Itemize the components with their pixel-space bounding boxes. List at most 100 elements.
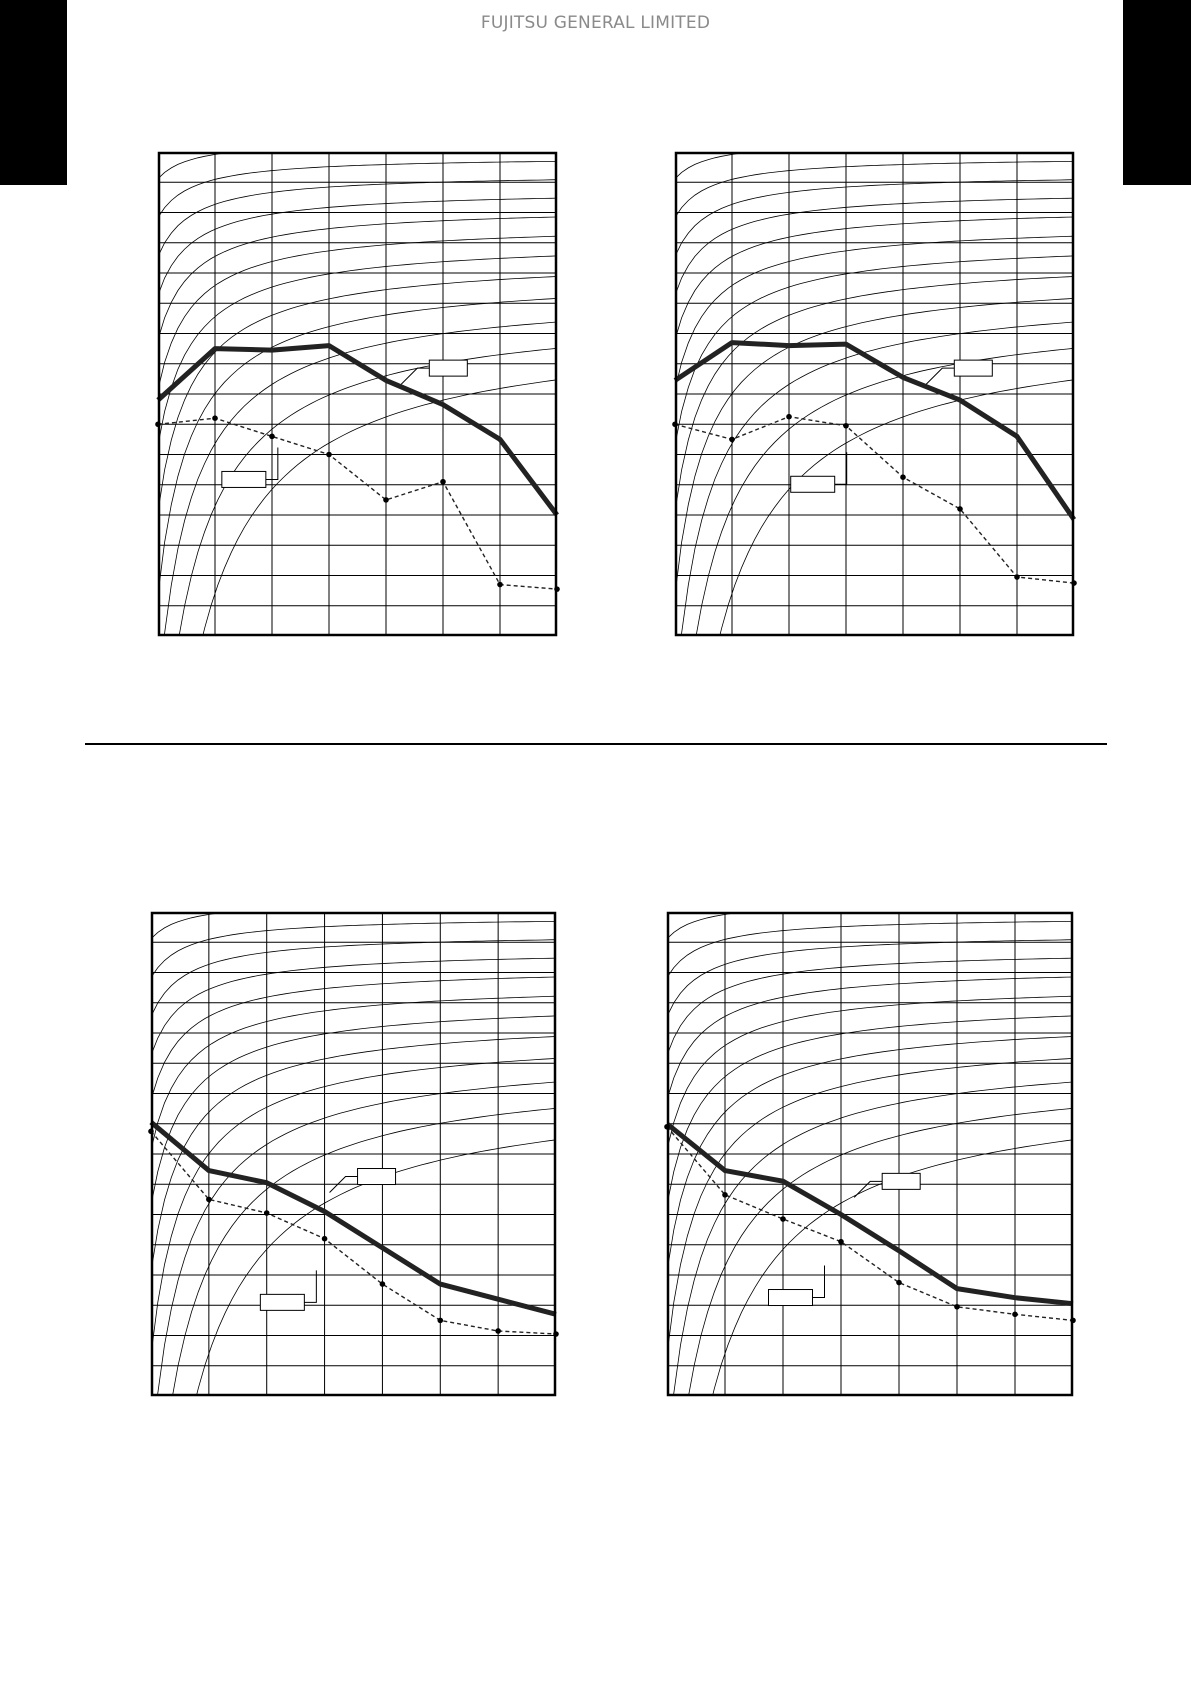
- series-line-min-flow: [666, 1126, 1074, 1322]
- fan-curve: [151, 1015, 556, 1205]
- fan-curve: [202, 379, 557, 636]
- fan-curve: [151, 912, 232, 939]
- series-line-min-flow: [157, 417, 558, 590]
- label-leader-line: [925, 367, 955, 385]
- fan-curve: [158, 235, 557, 390]
- fan-curve-group: [158, 152, 557, 636]
- series-line-min-flow: [674, 416, 1075, 584]
- fan-curve: [158, 276, 557, 512]
- header-brand: FUJITSU GENERAL LIMITED: [480, 13, 711, 33]
- data-point: [843, 422, 849, 429]
- label-leader-line: [304, 1270, 317, 1303]
- fan-curve: [151, 976, 556, 1100]
- corner-tab-left: [0, 0, 67, 185]
- plot-frame: [150, 911, 557, 1397]
- label-box-solid: [428, 359, 468, 377]
- grid-group: [151, 912, 556, 1396]
- fan-curve-group: [151, 912, 556, 1396]
- data-point: [326, 451, 332, 458]
- fan-curve: [151, 939, 556, 1017]
- fan-curve: [151, 1036, 556, 1272]
- data-point: [838, 1238, 844, 1245]
- label-leader-line: [853, 1180, 883, 1198]
- fan-curve: [667, 1058, 1073, 1355]
- fan-curve: [178, 347, 557, 636]
- fan-curve: [156, 1081, 556, 1396]
- fan-performance-chart-1: [155, 151, 560, 637]
- fan-curve: [158, 216, 557, 340]
- label-box-dashed: [259, 1293, 305, 1311]
- fan-curve: [675, 197, 1074, 296]
- label-leader-line: [329, 1176, 358, 1193]
- fan-curve: [675, 235, 1074, 390]
- data-point: [437, 1317, 444, 1324]
- data-point: [729, 436, 735, 443]
- fan-curve: [151, 995, 556, 1150]
- fan-curve: [158, 161, 557, 218]
- data-point: [900, 474, 906, 480]
- data-point: [954, 1303, 960, 1310]
- data-point: [212, 415, 218, 422]
- fan-curve: [675, 255, 1074, 445]
- grid-group: [675, 152, 1074, 636]
- fan-curve: [667, 976, 1073, 1100]
- fan-curve: [675, 179, 1074, 257]
- fan-curve: [712, 1139, 1073, 1396]
- label-box-solid: [881, 1172, 921, 1190]
- fan-curve: [672, 1081, 1073, 1396]
- fan-curve: [151, 1058, 556, 1355]
- label-box-solid: [357, 1168, 397, 1186]
- data-point: [780, 1216, 786, 1222]
- series-line-max-flow: [156, 343, 559, 517]
- fan-curve: [675, 161, 1074, 218]
- label-box-solid: [953, 359, 993, 377]
- series-line-max-flow: [149, 1120, 557, 1317]
- fan-curve: [667, 912, 748, 939]
- data-point: [263, 1210, 270, 1216]
- corner-tab-right: [1123, 0, 1191, 185]
- data-point: [497, 581, 503, 588]
- fan-curve-group: [675, 152, 1074, 636]
- fan-curve: [688, 1107, 1073, 1396]
- data-point: [896, 1279, 902, 1286]
- label-leader-line: [834, 452, 848, 485]
- data-point: [722, 1192, 728, 1198]
- fan-curve: [675, 216, 1074, 340]
- fan-curve: [667, 995, 1073, 1150]
- data-point: [379, 1281, 386, 1287]
- section-divider: [85, 743, 1107, 745]
- label-box-dashed: [790, 475, 836, 493]
- data-point: [1012, 1311, 1018, 1318]
- data-point: [957, 506, 963, 512]
- series-line-max-flow: [673, 340, 1077, 521]
- data-point: [321, 1235, 328, 1242]
- data-point: [206, 1196, 212, 1203]
- fan-curve: [675, 152, 754, 179]
- fan-curve: [719, 379, 1074, 636]
- plot-frame: [674, 151, 1075, 637]
- data-point: [383, 497, 389, 503]
- fan-curve: [195, 1139, 556, 1396]
- fan-performance-chart-2: [672, 151, 1077, 637]
- data-point: [495, 1328, 501, 1334]
- data-point: [786, 413, 792, 420]
- data-point: [269, 433, 275, 440]
- fan-curve: [158, 255, 557, 445]
- data-point: [1014, 574, 1020, 580]
- fan-curve: [158, 197, 557, 296]
- fan-curve: [158, 298, 557, 595]
- fan-curve: [667, 921, 1073, 978]
- fan-curve: [667, 957, 1073, 1056]
- fan-curve: [158, 152, 237, 179]
- fan-curve: [158, 179, 557, 257]
- label-box-dashed: [768, 1289, 813, 1307]
- fan-curve: [695, 347, 1074, 636]
- plot-frame: [666, 911, 1074, 1397]
- plot-frame: [157, 151, 558, 637]
- fan-curve: [172, 1107, 556, 1396]
- series-line-max-flow: [665, 1121, 1074, 1307]
- fan-performance-chart-4: [664, 911, 1076, 1397]
- fan-curve: [680, 321, 1074, 636]
- fan-curve: [667, 939, 1073, 1017]
- fan-performance-chart-3: [148, 911, 559, 1397]
